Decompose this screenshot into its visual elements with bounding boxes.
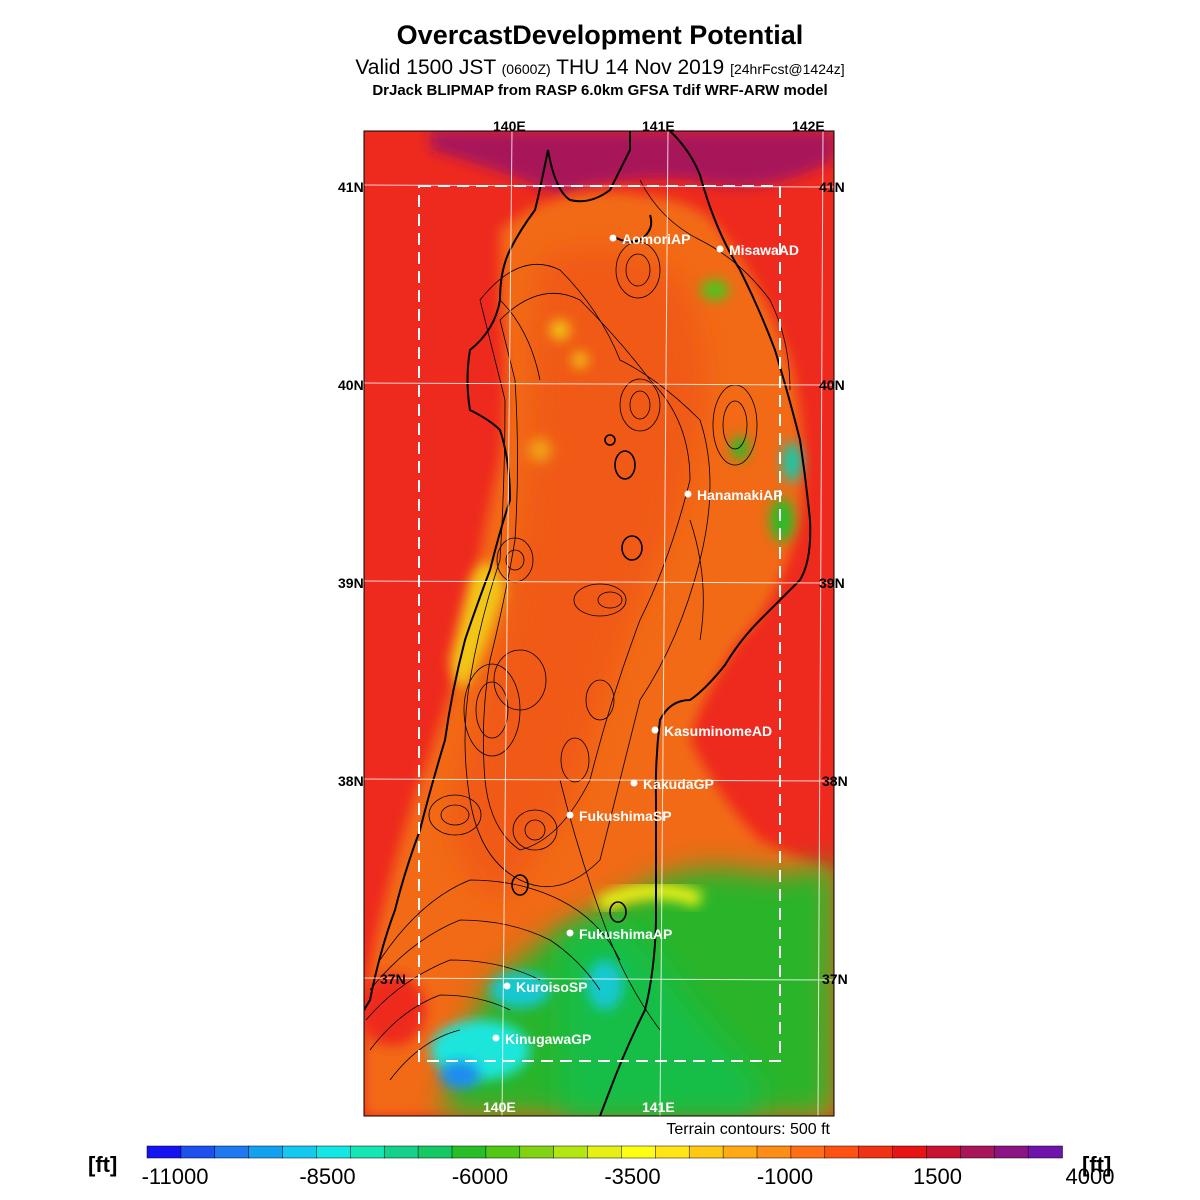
color-scale: [ft] [ft] -11000 -8500 -6000 -3500 -1000 1500… (88, 1145, 1115, 1189)
color-swatch (621, 1145, 657, 1159)
unit-label-left: [ft] (88, 1152, 117, 1177)
color-swatch (790, 1145, 826, 1159)
station-kakudagp[interactable]: KakudaGP (630, 776, 714, 792)
station-dot (651, 726, 659, 734)
valid-time: Valid 1500 JST (355, 56, 496, 79)
lat-label-right: 37N (822, 971, 848, 987)
color-swatch (688, 1145, 724, 1159)
color-swatch (926, 1145, 962, 1159)
color-swatch (722, 1145, 758, 1159)
forecast-info: [24hrFcst@1424z] (730, 61, 845, 77)
station-aomoriap[interactable]: AomoriAP (609, 231, 691, 247)
color-swatch (350, 1145, 385, 1159)
terrain-contours (365, 179, 791, 1081)
station-dot (566, 811, 574, 819)
station-label: AomoriAP (622, 231, 690, 247)
color-swatch (756, 1145, 792, 1159)
lon-label-bottom: 141E (642, 1099, 675, 1115)
color-swatch (655, 1145, 690, 1159)
lon-label-top: 142E (792, 118, 825, 134)
lat-label-right: 40N (819, 377, 845, 393)
lat-label-left: 37N (380, 971, 406, 987)
station-label: KakudaGP (643, 776, 714, 792)
station-dot (566, 929, 574, 937)
model-description: DrJack BLIPMAP from RASP 6.0km GFSA Tdif… (372, 82, 828, 99)
station-misawaad[interactable]: MisawaAD (716, 242, 800, 258)
map-frame (363, 130, 835, 1117)
station-fukushimasp[interactable]: FukushimaSP (566, 808, 672, 824)
station-label: KasuminomeAD (664, 723, 772, 739)
color-swatch (587, 1145, 623, 1159)
lat-label-right: 38N (822, 773, 848, 789)
station-kinugawagp[interactable]: KinugawaGP (492, 1031, 592, 1047)
station-hanamakiap[interactable]: HanamakiAP (684, 487, 783, 503)
color-swatch (519, 1145, 555, 1159)
color-swatch (417, 1145, 453, 1159)
station-dot (684, 490, 692, 498)
color-swatch (485, 1145, 521, 1159)
color-swatch (824, 1145, 860, 1159)
color-swatch (451, 1145, 487, 1159)
station-dot (503, 982, 511, 990)
unit-label-right: [ft] (1082, 1152, 1111, 1177)
station-kuroisosp[interactable]: KuroisoSP (503, 979, 588, 995)
color-swatch (214, 1145, 250, 1159)
station-label: HanamakiAP (697, 487, 783, 503)
color-swatch (282, 1145, 318, 1159)
station-markers: AomoriAP MisawaAD HanamakiAP KasuminomeA… (492, 231, 800, 1047)
color-swatch (383, 1145, 419, 1159)
map-subtitle: Valid 1500 JST (0600Z) THU 14 Nov 2019 [… (0, 56, 1200, 80)
color-scale-label: -3500 (604, 1164, 660, 1189)
color-swatch (180, 1145, 216, 1159)
station-label: MisawaAD (729, 242, 799, 258)
lon-label-top: 141E (642, 118, 675, 134)
color-scale-swatches (146, 1145, 1063, 1159)
color-scale-label: 1500 (913, 1164, 962, 1189)
map-field (364, 131, 834, 1116)
valid-date: THU 14 Nov 2019 (556, 56, 725, 79)
color-swatch (1027, 1145, 1063, 1159)
station-dot (630, 779, 638, 787)
lon-label-bottom: 140E (483, 1099, 516, 1115)
zulu-time: (0600Z) (501, 61, 551, 77)
lat-label-left: 40N (338, 377, 364, 393)
lat-label-right: 39N (819, 575, 845, 591)
station-label: FukushimaAP (579, 926, 672, 942)
color-scale-label: -11000 (142, 1164, 209, 1189)
lat-label-right: 41N (819, 179, 845, 195)
color-swatch (146, 1145, 182, 1159)
lon-label-top: 140E (493, 118, 526, 134)
color-swatch (248, 1145, 284, 1159)
station-dot (609, 234, 617, 242)
color-swatch (960, 1145, 995, 1159)
color-swatch (993, 1145, 1029, 1159)
lat-label-left: 38N (338, 773, 364, 789)
map-title: OvercastDevelopment Potential (396, 20, 804, 50)
station-label: FukushimaSP (579, 808, 672, 824)
lat-label-left: 41N (338, 179, 364, 195)
color-swatch (892, 1145, 928, 1159)
lat-label-left: 39N (338, 575, 364, 591)
color-swatch (553, 1145, 589, 1159)
inner-domain-box (418, 185, 781, 1062)
station-kasuminomead[interactable]: KasuminomeAD (651, 723, 773, 739)
coastal-yellow (450, 562, 505, 687)
station-dot (492, 1034, 500, 1042)
station-label: KinugawaGP (505, 1031, 591, 1047)
color-swatch (316, 1145, 352, 1159)
color-swatch (858, 1145, 894, 1159)
forecast-map: 140E 141E 142E 140E 141E 41N 40N 39N 38N… (338, 118, 848, 1117)
north-high-band (430, 131, 834, 195)
terrain-contour-note: Terrain contours: 500 ft (666, 1121, 830, 1138)
color-scale-labels: -11000 -8500 -6000 -3500 -1000 1500 4000 (142, 1164, 1115, 1189)
station-label: KuroisoSP (516, 979, 588, 995)
color-scale-label: 4000 (1066, 1164, 1115, 1189)
color-scale-label: -8500 (299, 1164, 355, 1189)
station-fukushimaap[interactable]: FukushimaAP (566, 926, 673, 942)
interior-field (450, 248, 707, 900)
color-scale-label: -1000 (757, 1164, 813, 1189)
color-scale-label: -6000 (452, 1164, 508, 1189)
station-dot (716, 245, 724, 253)
